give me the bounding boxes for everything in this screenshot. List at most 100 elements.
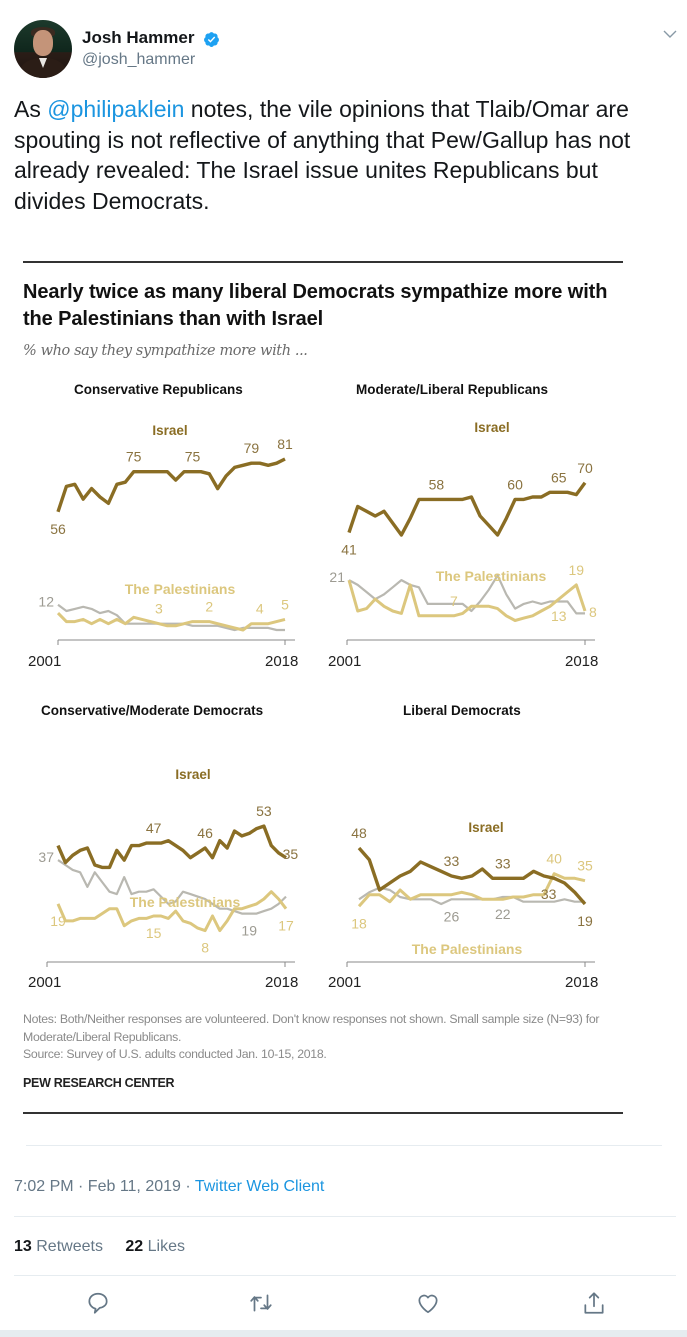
data-label: 60	[507, 476, 523, 492]
data-label: 58	[429, 476, 445, 492]
share-icon[interactable]	[581, 1290, 607, 1316]
x-tick-label-end: 2018	[265, 653, 298, 670]
avatar-collar	[39, 58, 47, 68]
chart-title: Nearly twice as many liberal Democrats s…	[23, 281, 608, 330]
tweet-text-body: notes, the vile opinions that Tlaib/Omar…	[14, 96, 631, 214]
data-label: 19	[50, 913, 66, 929]
notes-text: Notes: Both/Neither responses are volunt…	[23, 1012, 600, 1044]
data-label: 56	[50, 521, 66, 537]
likes-label: Likes	[143, 1238, 185, 1255]
series-line-israel	[347, 481, 587, 537]
avatar-body	[20, 58, 66, 78]
data-label: 22	[495, 906, 511, 922]
tweet-stats: 13 Retweets 22 Likes	[14, 1238, 185, 1256]
reply-icon[interactable]	[85, 1290, 111, 1316]
data-label: 8	[201, 940, 209, 956]
tweet-text: As @philipaklein notes, the vile opinion…	[14, 94, 674, 216]
series-label-israel: Israel	[152, 423, 187, 438]
avatar-face	[33, 30, 53, 56]
data-label: 65	[551, 469, 567, 485]
series-line-neither	[358, 886, 585, 906]
data-label: 12	[38, 594, 54, 610]
series-label-palestinians: The Palestinians	[130, 894, 241, 910]
retweet-icon[interactable]	[248, 1290, 274, 1316]
avatar[interactable]	[14, 20, 72, 78]
series-label-palestinians: The Palestinians	[436, 568, 547, 584]
data-label: 33	[495, 855, 511, 871]
data-label: 5	[281, 596, 289, 612]
heart-icon[interactable]	[415, 1290, 441, 1316]
data-label: 2	[205, 599, 213, 615]
chart-top-rule	[23, 261, 623, 263]
data-label: 26	[444, 908, 460, 924]
source-text: Source: Survey of U.S. adults conducted …	[23, 1047, 327, 1061]
retweets-label: Retweets	[31, 1238, 103, 1255]
author-name[interactable]: Josh Hammer	[82, 28, 195, 47]
chart-bottom-rule	[23, 1112, 623, 1114]
data-label: 70	[577, 460, 593, 476]
series-line-palestinians	[347, 579, 587, 622]
data-label: 40	[546, 851, 562, 867]
data-label: 33	[444, 853, 460, 869]
chart-credit: PEW RESEARCH CENTER	[23, 1076, 175, 1090]
data-label: 18	[351, 915, 367, 931]
data-label: 4	[256, 601, 264, 617]
data-label: 19	[577, 913, 593, 929]
data-label: 75	[126, 449, 142, 465]
data-label: 33	[541, 886, 557, 902]
divider	[26, 1145, 662, 1146]
data-label: 21	[329, 569, 345, 585]
series-line-neither	[57, 603, 285, 632]
series-label-israel: Israel	[175, 767, 210, 782]
data-label: 35	[283, 846, 299, 862]
data-label: 81	[277, 436, 293, 452]
x-tick-label-end: 2018	[265, 974, 298, 991]
tweet-text-prefix: As	[14, 96, 48, 122]
tweet-timestamp: 7:02 PM · Feb 11, 2019 · Twitter Web Cli…	[14, 1178, 324, 1196]
x-tick-label-end: 2018	[565, 974, 598, 991]
data-label: 46	[197, 825, 213, 841]
divider	[14, 1275, 676, 1276]
series-line-israel	[56, 457, 286, 513]
series-line-palestinians	[56, 890, 288, 933]
data-label: 37	[38, 849, 54, 865]
data-label: 3	[155, 601, 163, 617]
x-tick-label-start: 2001	[328, 974, 361, 991]
bottom-bar	[0, 1330, 687, 1337]
retweets-stat[interactable]: 13 Retweets	[14, 1238, 103, 1255]
series-line-palestinians	[56, 612, 286, 632]
x-tick-label-end: 2018	[565, 653, 598, 670]
series-line-palestinians	[357, 872, 586, 908]
data-label: 35	[577, 858, 593, 874]
data-label: 13	[551, 608, 567, 624]
data-label: 17	[278, 918, 294, 934]
data-label: 15	[146, 925, 162, 941]
panel-title-liberal-democrats: Liberal Democrats	[403, 703, 521, 718]
client-link[interactable]: Twitter Web Client	[194, 1178, 325, 1195]
data-label: 79	[244, 440, 260, 456]
panel-title-moderate-liberal-republicans: Moderate/Liberal Republicans	[356, 382, 549, 397]
x-tick-label-start: 2001	[28, 974, 61, 991]
timestamp-text[interactable]: 7:02 PM · Feb 11, 2019 ·	[14, 1178, 195, 1195]
x-tick-label-start: 2001	[328, 653, 361, 670]
mention-link[interactable]: @philipaklein	[47, 96, 185, 122]
author-handle[interactable]: @josh_hammer	[82, 51, 196, 68]
data-label: 19	[568, 562, 584, 578]
data-label: 8	[589, 604, 597, 620]
series-line-israel	[357, 846, 587, 906]
chevron-down-icon[interactable]	[662, 28, 678, 40]
chart-notes: Notes: Both/Neither responses are volunt…	[23, 1011, 623, 1064]
data-label: 48	[351, 825, 367, 841]
likes-count: 22	[125, 1238, 144, 1255]
series-line-neither	[348, 574, 585, 615]
data-label: 53	[256, 803, 272, 819]
data-label: 75	[185, 449, 201, 465]
retweets-count: 13	[14, 1238, 32, 1255]
divider	[14, 1216, 676, 1217]
likes-stat[interactable]: 22 Likes	[125, 1238, 185, 1255]
verified-badge-icon	[204, 32, 219, 47]
series-label-israel: Israel	[468, 820, 503, 835]
series-label-palestinians: The Palestinians	[125, 581, 236, 597]
chart-subtitle: % who say they sympathize more with ...	[23, 343, 308, 359]
data-label: 47	[146, 820, 162, 836]
